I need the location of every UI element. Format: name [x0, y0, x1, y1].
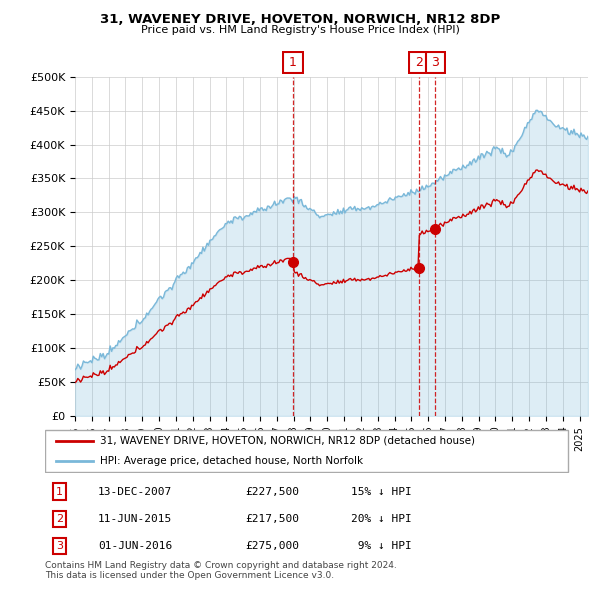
Text: 01-JUN-2016: 01-JUN-2016	[98, 541, 172, 551]
Text: 11-JUN-2015: 11-JUN-2015	[98, 514, 172, 524]
FancyBboxPatch shape	[283, 53, 303, 73]
Text: 20% ↓ HPI: 20% ↓ HPI	[351, 514, 412, 524]
Text: 2: 2	[56, 514, 64, 524]
Text: 2: 2	[415, 56, 423, 69]
Text: 3: 3	[56, 541, 63, 551]
Text: 3: 3	[431, 56, 439, 69]
Text: This data is licensed under the Open Government Licence v3.0.: This data is licensed under the Open Gov…	[45, 571, 334, 580]
Text: 13-DEC-2007: 13-DEC-2007	[98, 487, 172, 497]
Text: £217,500: £217,500	[245, 514, 299, 524]
Text: 15% ↓ HPI: 15% ↓ HPI	[351, 487, 412, 497]
Text: 1: 1	[289, 56, 297, 69]
Text: 1: 1	[56, 487, 63, 497]
Text: 31, WAVENEY DRIVE, HOVETON, NORWICH, NR12 8DP (detached house): 31, WAVENEY DRIVE, HOVETON, NORWICH, NR1…	[100, 436, 475, 446]
Text: £275,000: £275,000	[245, 541, 299, 551]
Text: HPI: Average price, detached house, North Norfolk: HPI: Average price, detached house, Nort…	[100, 456, 364, 466]
FancyBboxPatch shape	[409, 53, 428, 73]
Text: £227,500: £227,500	[245, 487, 299, 497]
FancyBboxPatch shape	[425, 53, 445, 73]
Text: 9% ↓ HPI: 9% ↓ HPI	[351, 541, 412, 551]
FancyBboxPatch shape	[45, 430, 568, 472]
Text: 31, WAVENEY DRIVE, HOVETON, NORWICH, NR12 8DP: 31, WAVENEY DRIVE, HOVETON, NORWICH, NR1…	[100, 13, 500, 26]
Text: Contains HM Land Registry data © Crown copyright and database right 2024.: Contains HM Land Registry data © Crown c…	[45, 561, 397, 570]
Text: Price paid vs. HM Land Registry's House Price Index (HPI): Price paid vs. HM Land Registry's House …	[140, 25, 460, 35]
